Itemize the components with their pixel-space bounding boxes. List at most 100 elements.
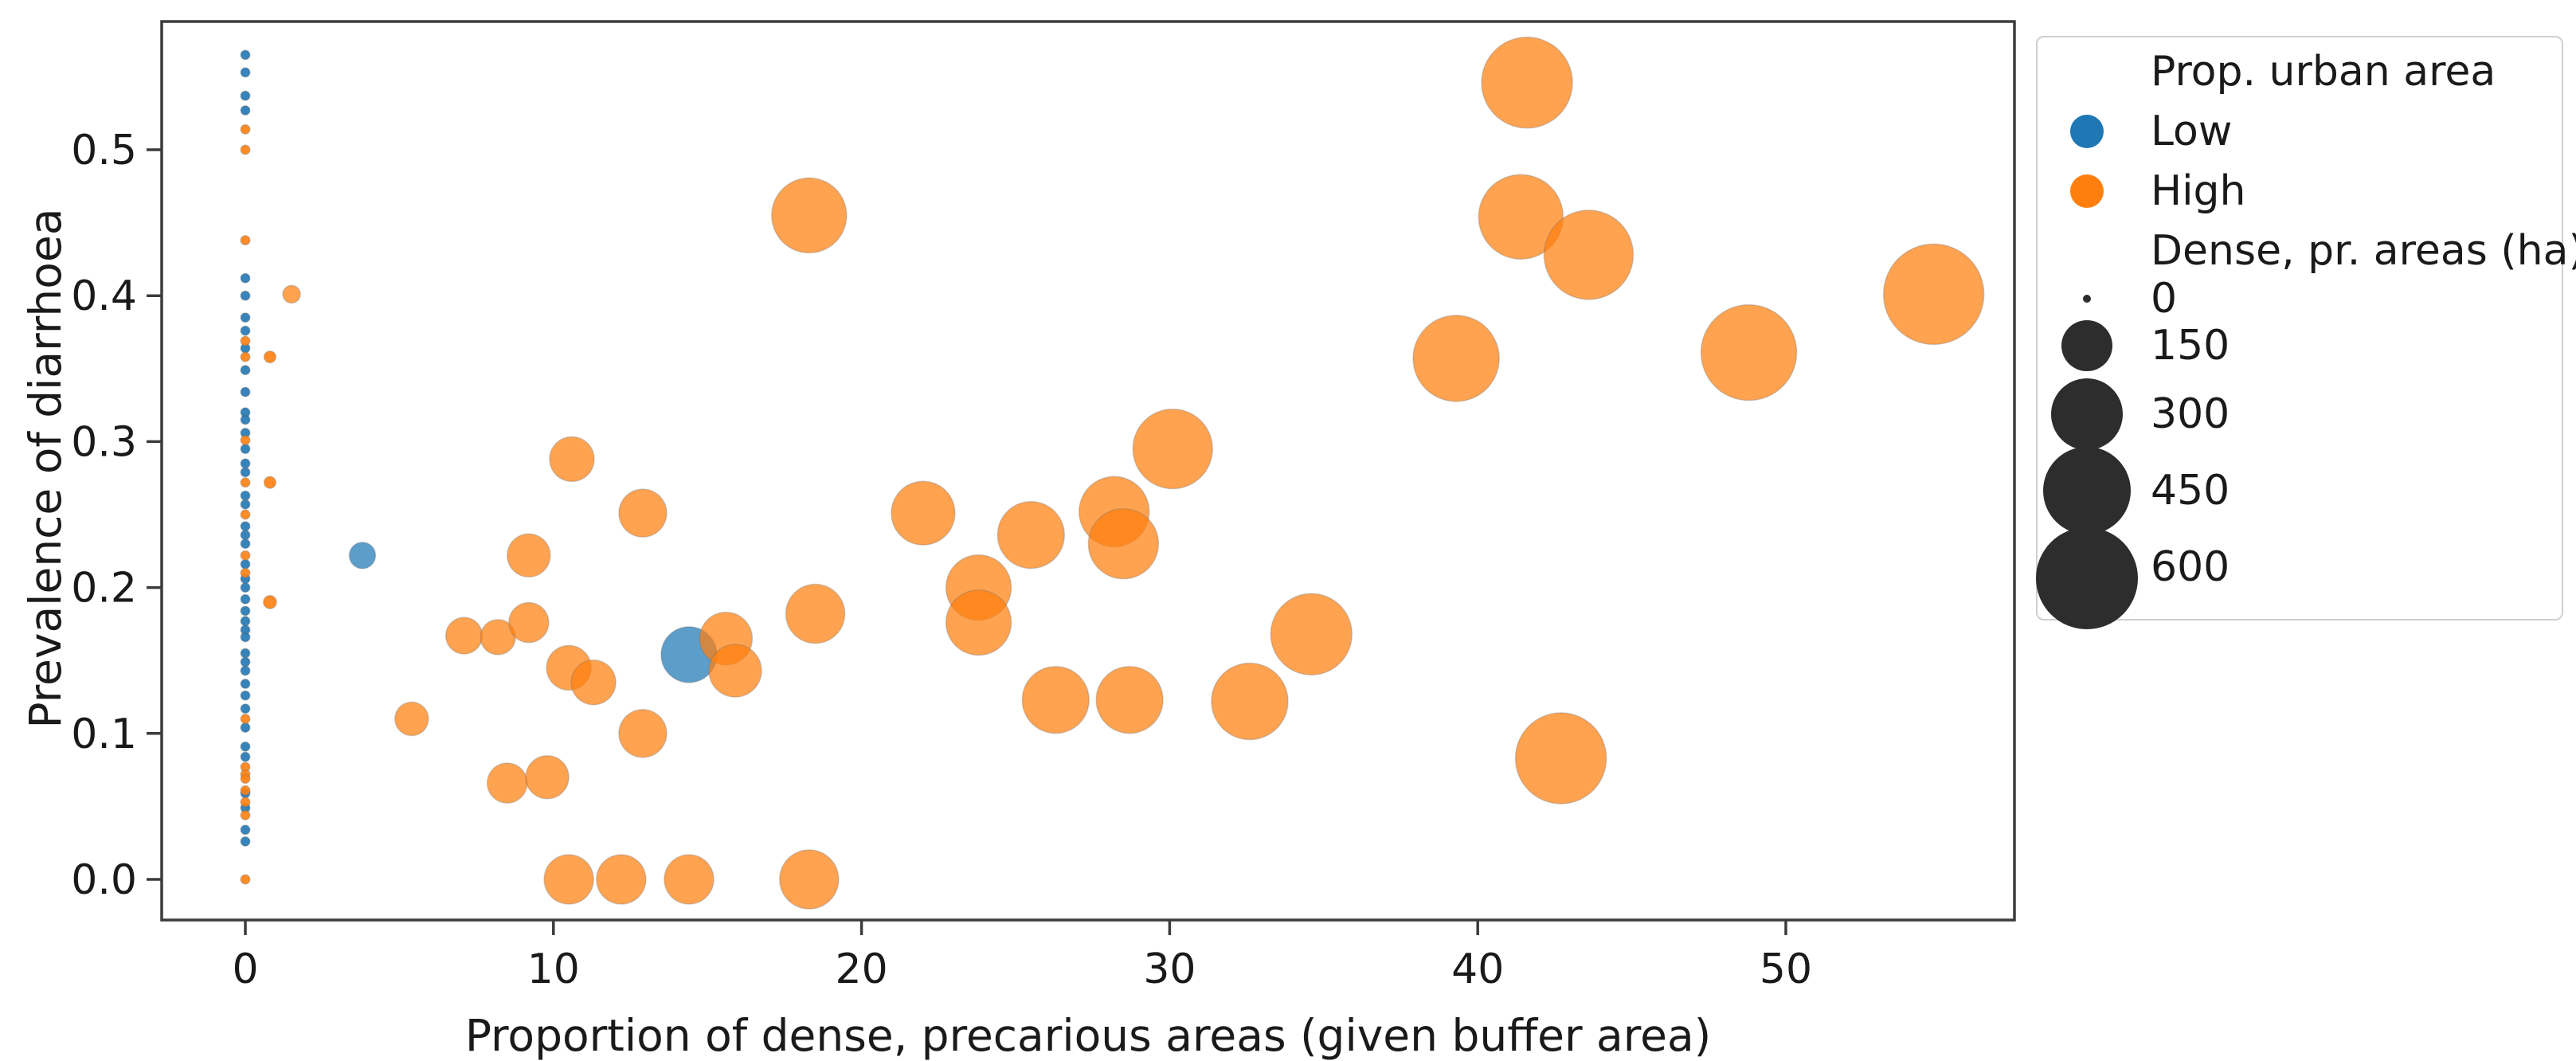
- legend-size-0-label: 0: [2151, 275, 2178, 323]
- data-point-high: [1481, 36, 1573, 129]
- legend-high-label: High: [2151, 167, 2246, 215]
- data-point-high: [282, 284, 301, 304]
- legend-size-450-label: 450: [2151, 467, 2230, 515]
- data-point-high: [525, 754, 570, 800]
- data-point-low: [240, 824, 251, 836]
- data-point-low: [240, 632, 251, 643]
- data-point-high: [486, 762, 528, 804]
- data-point-high: [664, 854, 714, 905]
- data-point-low: [240, 521, 251, 532]
- data-point-high: [1882, 243, 1985, 346]
- data-point-low: [240, 325, 251, 336]
- data-point-high: [1478, 174, 1564, 260]
- legend-box: [2036, 36, 2563, 621]
- data-point-low: [240, 312, 251, 323]
- data-point-high: [779, 849, 840, 910]
- legend-size-600-label: 600: [2151, 543, 2230, 591]
- data-point-low: [240, 751, 251, 762]
- data-point-high: [240, 123, 251, 135]
- data-point-low: [240, 443, 251, 455]
- data-point-low: [240, 272, 251, 284]
- data-point-high: [1087, 507, 1160, 580]
- legend-size-150-dot-icon: [2061, 320, 2112, 371]
- legend-group-title: Prop. urban area: [2151, 48, 2496, 96]
- x-tick-label: 50: [1760, 946, 1812, 993]
- data-points: [240, 36, 1985, 910]
- data-point-low: [240, 593, 251, 605]
- data-point-high: [785, 583, 846, 644]
- data-point-high: [240, 797, 251, 808]
- data-point-high: [240, 234, 251, 246]
- data-point-high: [240, 567, 251, 578]
- y-tick-label: 0.5: [71, 127, 137, 174]
- legend-size-150-label: 150: [2151, 322, 2230, 370]
- data-point-high: [507, 533, 551, 578]
- data-point-high: [1211, 662, 1289, 741]
- data-point-high: [240, 874, 251, 885]
- legend-low-dot-icon: [2070, 115, 2104, 148]
- data-point-high: [1132, 408, 1214, 490]
- data-point-high: [394, 701, 429, 737]
- data-point-low: [240, 365, 251, 376]
- legend-size-0-dot-icon: [2083, 295, 2091, 303]
- legend-high-dot-icon: [2070, 174, 2104, 208]
- data-point-low: [240, 665, 251, 676]
- data-point-low: [240, 90, 251, 101]
- data-point-low: [240, 678, 251, 690]
- legend-size-300-dot-icon: [2051, 378, 2123, 450]
- data-point-high: [240, 509, 251, 520]
- data-point-low: [240, 703, 251, 715]
- y-tick-label: 0.1: [71, 711, 137, 758]
- data-point-high: [1514, 712, 1607, 805]
- data-point-low: [348, 542, 377, 570]
- y-tick-label: 0.0: [71, 856, 137, 904]
- x-tick-label: 0: [232, 946, 258, 993]
- legend-size-600-dot-icon: [2036, 527, 2138, 629]
- data-point-high: [263, 350, 277, 364]
- data-point-high: [771, 177, 848, 254]
- data-point-low: [240, 582, 251, 593]
- data-point-high: [1700, 303, 1798, 401]
- data-point-high: [549, 436, 595, 483]
- x-tick-label: 30: [1143, 946, 1196, 993]
- data-point-high: [240, 713, 251, 725]
- data-point-low: [240, 104, 251, 116]
- data-point-high: [263, 476, 277, 489]
- data-point-high: [618, 709, 667, 758]
- legend-low-label: Low: [2151, 108, 2233, 155]
- data-point-high: [996, 500, 1066, 570]
- data-point-high: [240, 351, 251, 362]
- data-point-high: [1095, 665, 1164, 734]
- data-point-low: [240, 414, 251, 425]
- data-point-high: [240, 785, 251, 796]
- data-point-high: [1021, 665, 1090, 734]
- data-point-low: [240, 656, 251, 668]
- data-point-high: [570, 659, 617, 706]
- data-point-high: [508, 601, 550, 644]
- x-tick-label: 10: [527, 946, 580, 993]
- data-point-high: [1543, 209, 1634, 300]
- data-point-high: [240, 809, 251, 820]
- data-point-high: [945, 589, 1012, 656]
- legend-size-450-dot-icon: [2043, 447, 2131, 534]
- data-point-high: [240, 773, 251, 785]
- y-axis-label: Prevalence of diarrhoea: [20, 208, 71, 729]
- data-point-high: [891, 480, 956, 546]
- x-tick-label: 20: [836, 946, 888, 993]
- data-point-low: [240, 741, 251, 752]
- data-point-high: [240, 477, 251, 488]
- data-point-high: [240, 335, 251, 346]
- data-point-high: [1270, 593, 1353, 675]
- data-point-low: [240, 67, 251, 78]
- data-point-low: [240, 605, 251, 617]
- axis-ticks: 0 10 20 30 40 50 0.0 0.1 0.2 0.3 0.4 0.5: [71, 127, 1812, 993]
- data-point-low: [240, 616, 251, 627]
- legend-size-300-label: 300: [2151, 390, 2230, 438]
- data-point-high: [240, 550, 251, 561]
- data-point-high: [708, 644, 762, 698]
- data-point-low: [240, 648, 251, 659]
- data-point-low: [240, 49, 251, 61]
- data-point-low: [240, 499, 251, 510]
